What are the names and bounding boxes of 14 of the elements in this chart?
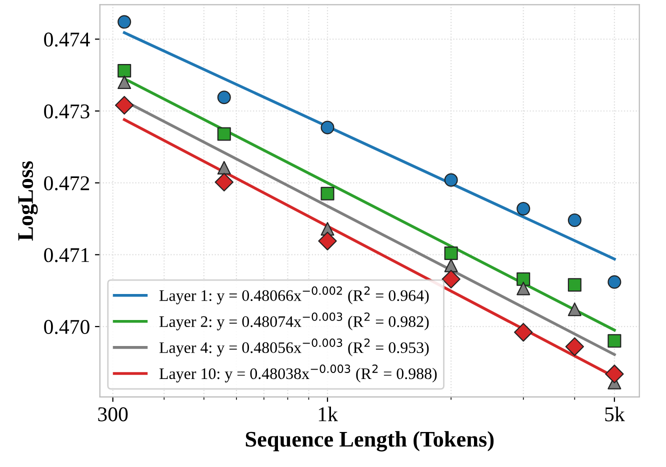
y-tick-label: 0.471 <box>44 248 89 262</box>
y-tick-label: 0.470 <box>44 320 90 334</box>
legend-label: Layer 2: y = 0.48074x$^{−0.003}$ (R$^{2}$ = 0.982) <box>159 312 429 330</box>
x-tick-label: 300 <box>98 407 128 422</box>
y-tick-label: 0.473 <box>44 104 90 119</box>
x-tick-label: 5k <box>605 406 625 422</box>
legend-label: Layer 4: y = 0.48056x$^{−0.003}$ (R$^{2}$ = 0.953) <box>159 338 429 356</box>
y-axis-title: LogLoss <box>18 161 38 241</box>
x-axis-title: Sequence Length (Tokens) <box>246 431 494 452</box>
y-tick-label: 0.474 <box>44 32 90 47</box>
legend-label: Layer 10: y = 0.48038x$^{−0.003}$ (R$^{2}$ = 0.988) <box>159 364 437 382</box>
x-tick-label: 1k <box>318 406 338 422</box>
legend-label: Layer 1: y = 0.48066x$^{−0.002}$ (R$^{2}$ = 0.964) <box>159 286 429 304</box>
y-tick-label: 0.472 <box>44 176 90 190</box>
